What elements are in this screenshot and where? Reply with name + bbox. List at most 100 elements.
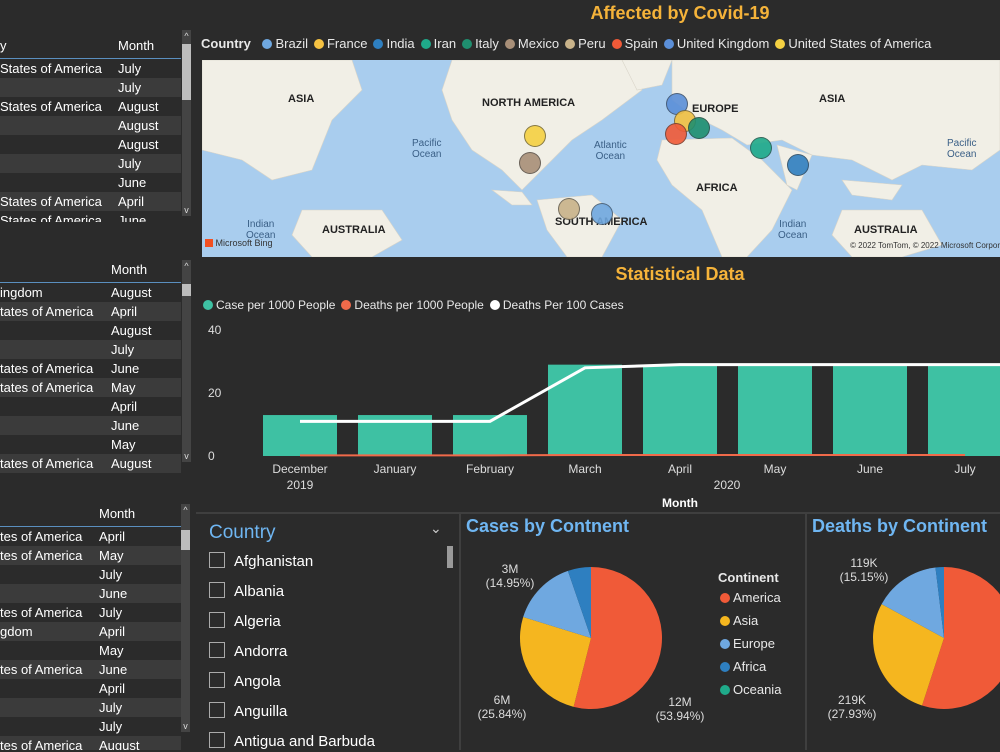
map-legend-item[interactable]: United States of America xyxy=(773,36,931,51)
bubble-india[interactable] xyxy=(787,154,809,176)
pie-legend-item[interactable]: Africa xyxy=(718,659,781,674)
bar[interactable] xyxy=(548,365,622,456)
table-row[interactable]: July xyxy=(0,154,181,173)
chart-legend-item[interactable]: Deaths Per 100 Cases xyxy=(488,298,624,312)
slicer-item[interactable]: Antigua and Barbuda xyxy=(209,732,375,752)
table-3-scrollbar[interactable]: ^ v xyxy=(181,504,190,732)
scroll-up-icon[interactable]: ^ xyxy=(182,30,191,42)
scroll-thumb[interactable] xyxy=(181,530,190,550)
table-1-col2-header[interactable]: Month xyxy=(118,38,154,53)
map-legend-item[interactable]: Italy xyxy=(460,36,499,51)
table-row[interactable]: April xyxy=(0,397,181,416)
map-legend-item[interactable]: India xyxy=(371,36,414,51)
slicer-item[interactable]: Albania xyxy=(209,582,284,602)
map-legend-item[interactable]: Iran xyxy=(419,36,456,51)
scroll-down-icon[interactable]: v xyxy=(182,204,191,216)
table-1-scrollbar[interactable]: ^ v xyxy=(182,30,191,216)
table-row[interactable]: August xyxy=(0,116,181,135)
map-legend-item[interactable]: Spain xyxy=(610,36,658,51)
table-row[interactable]: July xyxy=(0,717,181,736)
checkbox[interactable] xyxy=(209,642,225,658)
scroll-down-icon[interactable]: v xyxy=(181,720,190,732)
slicer-scrollbar[interactable] xyxy=(447,546,453,568)
chart-legend-item[interactable]: Deaths per 1000 People xyxy=(339,298,483,312)
table-row[interactable]: May xyxy=(0,641,181,660)
scroll-up-icon[interactable]: ^ xyxy=(181,504,190,516)
checkbox[interactable] xyxy=(209,702,225,718)
scroll-up-icon[interactable]: ^ xyxy=(182,260,191,272)
slicer-item[interactable]: Angola xyxy=(209,672,281,692)
slicer-item[interactable]: Algeria xyxy=(209,612,281,632)
bubble-iran[interactable] xyxy=(750,137,772,159)
checkbox[interactable] xyxy=(209,732,225,748)
pie-legend-item[interactable]: Asia xyxy=(718,613,781,628)
pie-legend-item[interactable]: Europe xyxy=(718,636,781,651)
bubble-brazil[interactable] xyxy=(591,203,613,225)
slicer-item[interactable]: Afghanistan xyxy=(209,552,313,572)
bubble-mexico[interactable] xyxy=(519,152,541,174)
table-row[interactable]: May xyxy=(0,435,181,454)
pie-legend-item[interactable]: Oceania xyxy=(718,682,781,697)
scroll-down-icon[interactable]: v xyxy=(182,450,191,462)
scroll-thumb[interactable] xyxy=(182,284,191,296)
bubble-peru[interactable] xyxy=(558,198,580,220)
bubble-spain[interactable] xyxy=(665,123,687,145)
bar[interactable] xyxy=(738,365,812,456)
pie-cases[interactable] xyxy=(513,566,673,726)
checkbox[interactable] xyxy=(209,612,225,628)
table-row[interactable]: August xyxy=(0,135,181,154)
cell-month: August xyxy=(111,321,151,340)
table-row[interactable]: June xyxy=(0,173,181,192)
table-2-col2-header[interactable]: Month xyxy=(111,262,147,277)
table-row[interactable]: July xyxy=(0,340,181,359)
slicer-item[interactable]: Andorra xyxy=(209,642,287,662)
checkbox[interactable] xyxy=(209,552,225,568)
table-row[interactable]: June xyxy=(0,584,181,603)
bubble-italy[interactable] xyxy=(688,117,710,139)
map[interactable]: ASIA NORTH AMERICA EUROPE ASIA AFRICA SO… xyxy=(202,60,1000,257)
table-row[interactable]: July xyxy=(0,698,181,717)
table-1-col1-header[interactable]: y xyxy=(0,38,7,53)
bar[interactable] xyxy=(833,365,907,456)
map-legend-item[interactable]: Mexico xyxy=(503,36,559,51)
pie-legend-item[interactable]: America xyxy=(718,590,781,605)
scroll-thumb[interactable] xyxy=(182,44,191,100)
label-pacific-right: Pacific Ocean xyxy=(947,138,976,160)
map-legend-item[interactable]: Peru xyxy=(563,36,605,51)
pie-deaths[interactable] xyxy=(866,566,1000,726)
bar[interactable] xyxy=(643,365,717,456)
checkbox[interactable] xyxy=(209,582,225,598)
map-legend-item[interactable]: United Kingdom xyxy=(662,36,770,51)
table-2-scrollbar[interactable]: ^ v xyxy=(182,260,191,462)
slicer-item[interactable]: Anguilla xyxy=(209,702,287,722)
table-row[interactable]: June xyxy=(0,416,181,435)
table-row[interactable]: July xyxy=(0,565,181,584)
bubble-united-states[interactable] xyxy=(524,125,546,147)
table-3-col2-header[interactable]: Month xyxy=(99,506,135,521)
map-legend-item[interactable]: Brazil xyxy=(260,36,308,51)
bar[interactable] xyxy=(928,365,1000,456)
map-legend-item[interactable]: France xyxy=(312,36,367,51)
table-row[interactable]: July xyxy=(0,78,181,97)
table-row[interactable]: August xyxy=(0,321,181,340)
chart-legend-item[interactable]: Case per 1000 People xyxy=(201,298,335,312)
chevron-down-icon[interactable]: ⌄ xyxy=(430,520,442,537)
table-row[interactable]: April xyxy=(0,679,181,698)
checkbox[interactable] xyxy=(209,672,225,688)
